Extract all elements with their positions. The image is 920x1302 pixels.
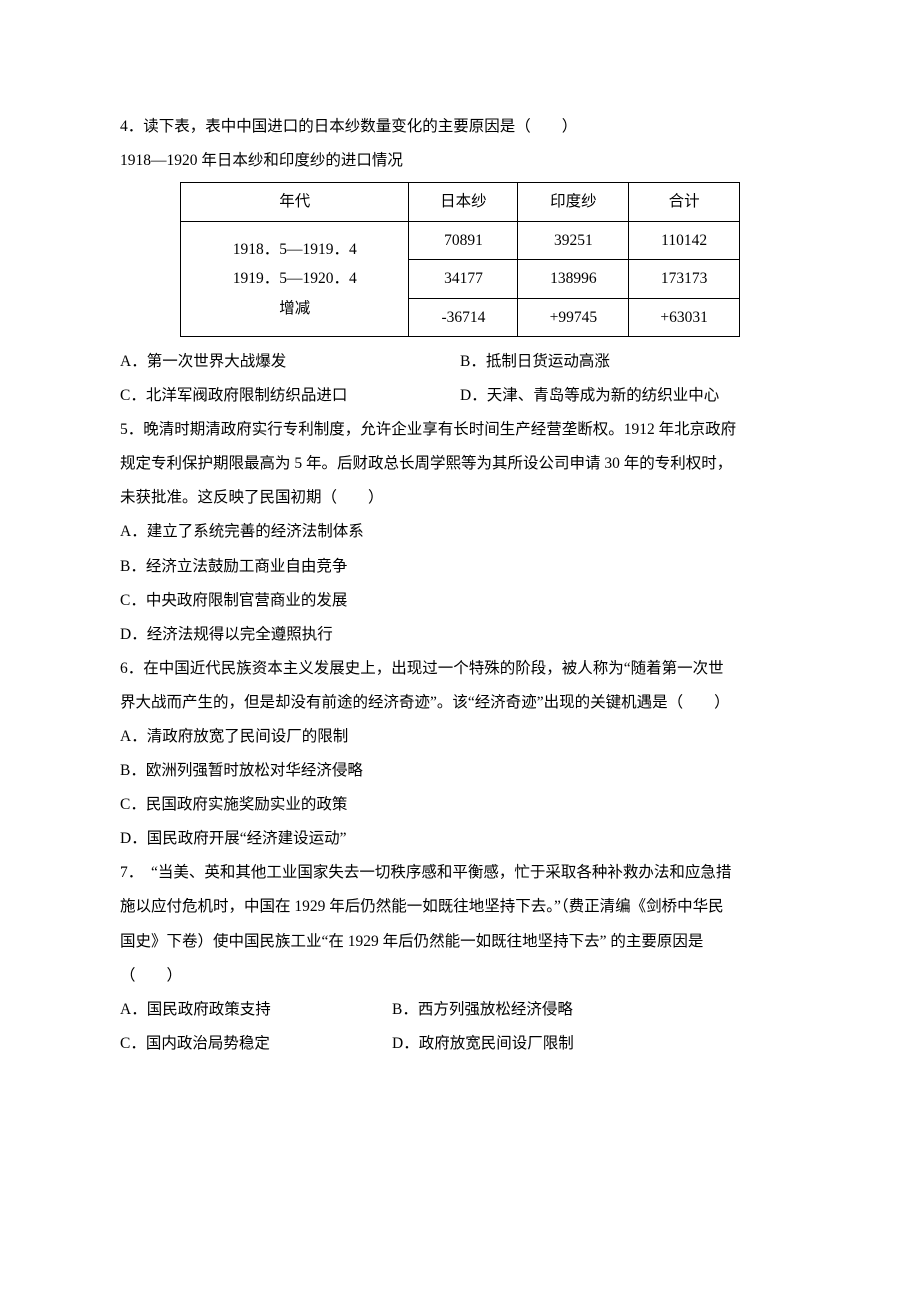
td: -36714 <box>409 298 518 336</box>
table-header-row: 年代 日本纱 印度纱 合计 <box>181 183 740 221</box>
q7-option-a: A．国民政府政策支持 <box>120 993 392 1027</box>
q5-option-a: A．建立了系统完善的经济法制体系 <box>120 515 800 549</box>
q5-stem-3: 未获批准。这反映了民国初期（ ） <box>120 481 800 515</box>
q5-option-b: B．经济立法鼓励工商业自由竞争 <box>120 550 800 584</box>
td: 34177 <box>409 260 518 298</box>
th-total: 合计 <box>629 183 740 221</box>
td: +63031 <box>629 298 740 336</box>
q7-stem-2: 施以应付危机时，中国在 1929 年后仍然能一如既往地坚持下去。”（费正清编《剑… <box>120 890 800 924</box>
q4-stem: 4．读下表，表中中国进口的日本纱数量变化的主要原因是（ ） <box>120 110 800 144</box>
q7-stem-1: 7． “当美、英和其他工业国家失去一切秩序感和平衡感，忙于采取各种补救办法和应急… <box>120 856 800 890</box>
q4-option-b: B．抵制日货运动高涨 <box>460 345 800 379</box>
q5-option-d: D．经济法规得以完全遵照执行 <box>120 618 800 652</box>
q6-stem-1: 6．在中国近代民族资本主义发展史上，出现过一个特殊的阶段，被人称为“随着第一次世 <box>120 652 800 686</box>
q4-table: 年代 日本纱 印度纱 合计 1918．5—1919．4 1919．5—1920．… <box>180 182 740 337</box>
q6-option-a: A．清政府放宽了民间设厂的限制 <box>120 720 800 754</box>
q7-stem-3: 国史》下卷）使中国民族工业“在 1929 年后仍然能一如既往地坚持下去” 的主要… <box>120 925 800 959</box>
td: +99745 <box>518 298 629 336</box>
th-in: 印度纱 <box>518 183 629 221</box>
td-year-col: 1918．5—1919．4 1919．5—1920．4 增减 <box>181 221 409 336</box>
q6-stem-2: 界大战而产生的，但是却没有前途的经济奇迹”。该“经济奇迹”出现的关键机遇是（ ） <box>120 686 800 720</box>
td: 138996 <box>518 260 629 298</box>
q7-stem-4: （ ） <box>120 959 800 993</box>
q4-caption: 1918—1920 年日本纱和印度纱的进口情况 <box>120 144 800 178</box>
q4-option-a: A．第一次世界大战爆发 <box>120 345 460 379</box>
q7-option-d: D．政府放宽民间设厂限制 <box>392 1027 732 1061</box>
q6-option-b: B．欧洲列强暂时放松对华经济侵略 <box>120 754 800 788</box>
q5-stem-2: 规定专利保护期限最高为 5 年。后财政总长周学熙等为其所设公司申请 30 年的专… <box>120 447 800 481</box>
year-label-1: 1918．5—1919．4 <box>233 241 357 258</box>
q7-option-b: B．西方列强放松经济侵略 <box>392 993 732 1027</box>
th-year: 年代 <box>181 183 409 221</box>
th-jp: 日本纱 <box>409 183 518 221</box>
year-label-2: 1919．5—1920．4 <box>233 270 357 287</box>
year-label-3: 增减 <box>279 300 310 317</box>
q5-stem-1: 5．晚清时期清政府实行专利制度，允许企业享有长时间生产经营垄断权。1912 年北… <box>120 413 800 447</box>
q5-option-c: C．中央政府限制官营商业的发展 <box>120 584 800 618</box>
td: 173173 <box>629 260 740 298</box>
q6-option-d: D．国民政府开展“经济建设运动” <box>120 822 800 856</box>
q6-option-c: C．民国政府实施奖励实业的政策 <box>120 788 800 822</box>
td: 110142 <box>629 221 740 259</box>
q4-option-d: D．天津、青岛等成为新的纺织业中心 <box>460 379 800 413</box>
q7-option-c: C．国内政治局势稳定 <box>120 1027 392 1061</box>
td: 39251 <box>518 221 629 259</box>
table-row: 1918．5—1919．4 1919．5—1920．4 增减 70891 392… <box>181 221 740 259</box>
td: 70891 <box>409 221 518 259</box>
q4-option-c: C．北洋军阀政府限制纺织品进口 <box>120 379 460 413</box>
